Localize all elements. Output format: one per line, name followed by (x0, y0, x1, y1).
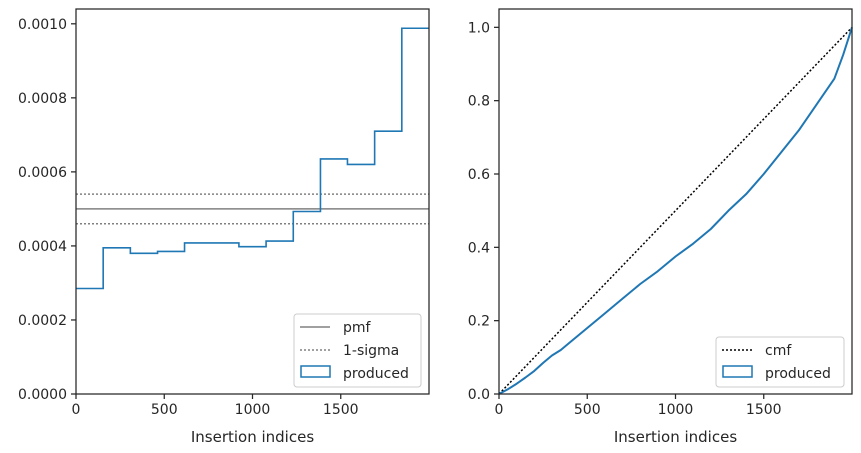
pmf-axes-frame (75, 8, 430, 395)
pmf-legend-label-sigma: 1-sigma (343, 343, 399, 359)
pmf-legend-swatch-produced (300, 365, 331, 378)
cmf-legend-label-cmf: cmf (765, 343, 792, 359)
cmf-panel: 0 500 1000 1500 0.0 0.2 0.4 0.6 0.8 1.0 Insertio… (468, 8, 853, 446)
pmf-y-tick-label: 0.0006 (18, 165, 67, 181)
cmf-x-tick-label: 0 (495, 402, 504, 418)
pmf-legend: pmf 1-sigma produced (293, 313, 422, 388)
pmf-plot-area (76, 27, 429, 290)
pmf-legend-label-produced: produced (343, 366, 409, 382)
pmf-x-axis-label: Insertion indices (191, 428, 314, 446)
pmf-x-tick-label: 1500 (323, 402, 359, 418)
cmf-legend-swatch-produced (722, 365, 753, 378)
cmf-legend: cmf produced (715, 336, 845, 388)
produced-step-histogram (76, 27, 429, 290)
cmf-x-ticks: 0 500 1000 1500 (495, 394, 782, 418)
pmf-x-tick-label: 1000 (235, 402, 271, 418)
cmf-plot-area (498, 26, 853, 395)
cmf-y-ticks: 0.0 0.2 0.4 0.6 0.8 1.0 (468, 20, 499, 403)
pmf-x-ticks: 0 500 1000 1500 (72, 394, 359, 418)
cmf-x-tick-label: 500 (574, 402, 601, 418)
pmf-x-tick-label: 500 (151, 402, 178, 418)
pmf-y-ticks: 0.0000 0.0002 0.0004 0.0006 0.0008 0.0010 (18, 17, 76, 403)
pmf-panel: 0 500 1000 1500 0.00000.00020.00040.00060.0… (18, 8, 430, 446)
pmf-legend-label-pmf: pmf (343, 320, 372, 336)
pmf-y-tick-label: 0.0000 (18, 387, 67, 403)
cmf-y-tick-label: 0.4 (468, 240, 490, 256)
cmf-y-tick-label: 0.6 (468, 167, 490, 183)
cmf-legend-label-produced: produced (765, 366, 831, 382)
cmf-y-tick-label: 0.0 (468, 387, 490, 403)
pmf-y-tick-label: 0.0002 (18, 313, 67, 329)
cmf-y-tick-label: 1.0 (468, 20, 490, 36)
pmf-y-tick-label: 0.0010 (18, 17, 67, 33)
cmf-x-tick-label: 1500 (746, 402, 782, 418)
cmf-x-axis-label: Insertion indices (614, 428, 737, 446)
produced-cumulative-line (498, 27, 853, 395)
cmf-y-tick-label: 0.2 (468, 314, 490, 330)
cmf-line (498, 26, 853, 395)
cmf-axes-frame (498, 8, 853, 395)
pmf-x-tick-label: 0 (72, 402, 81, 418)
pmf-legend-box (293, 313, 422, 388)
pmf-y-tick-label: 0.0004 (18, 239, 67, 255)
cmf-y-tick-label: 0.8 (468, 94, 490, 110)
cmf-x-tick-label: 1000 (658, 402, 694, 418)
pmf-y-tick-label: 0.0008 (18, 91, 67, 107)
